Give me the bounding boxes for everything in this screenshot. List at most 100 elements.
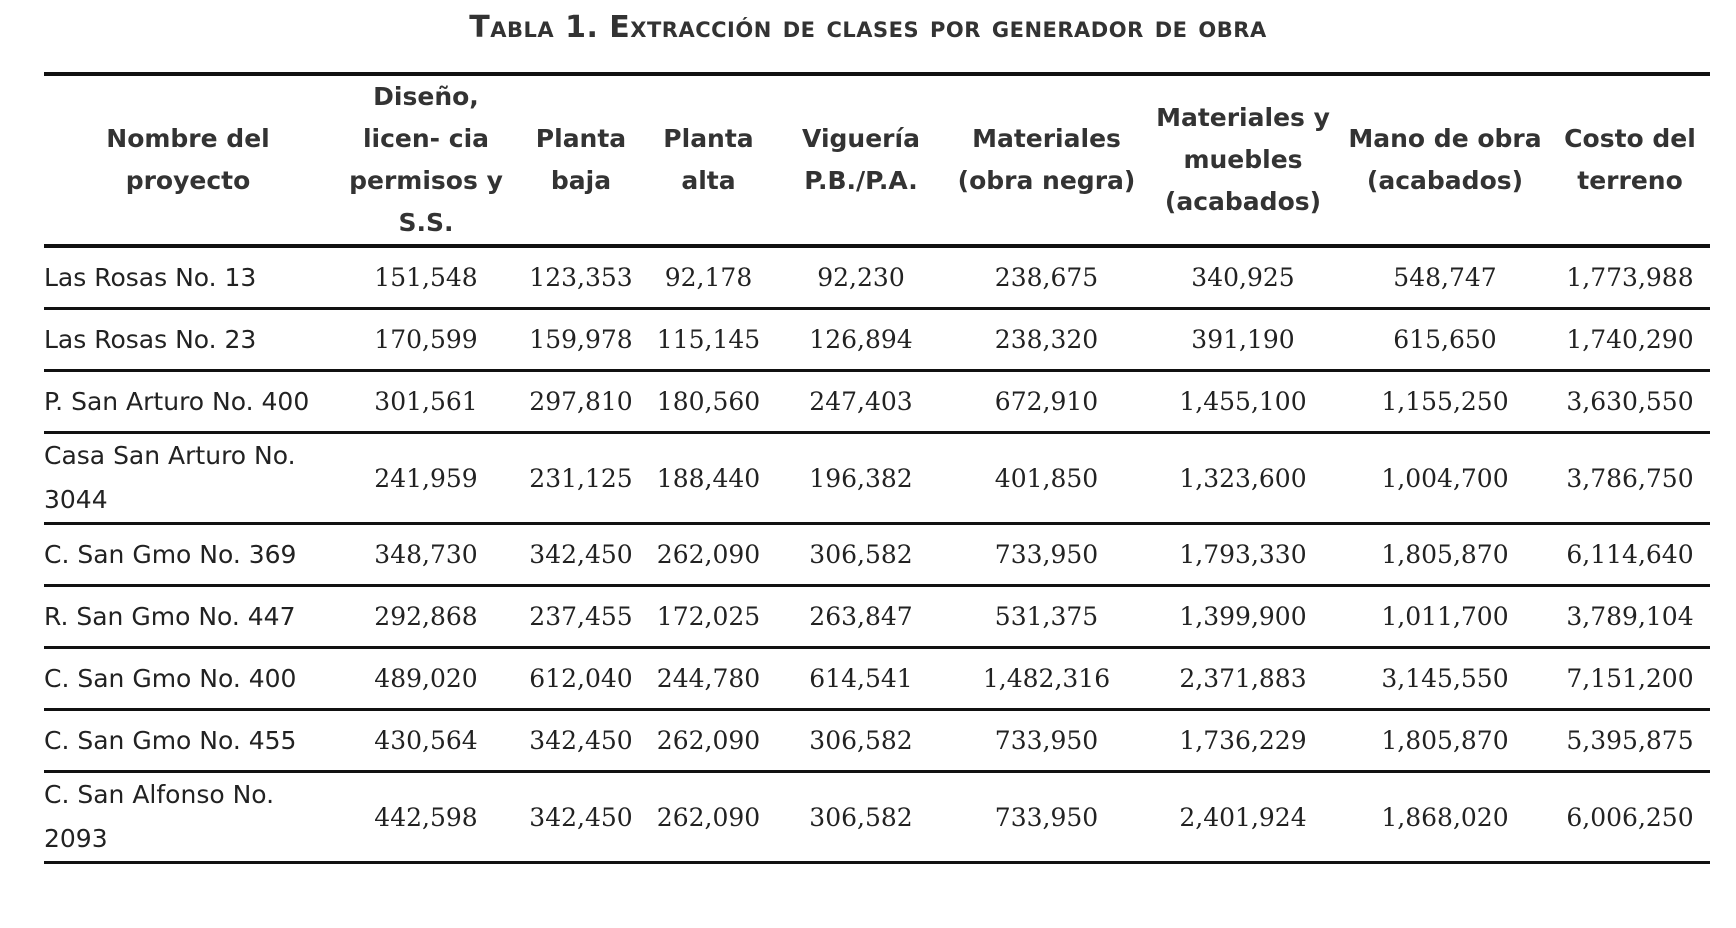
- cell-value: 5,395,875: [1550, 709, 1710, 773]
- cell-value: 3,145,550: [1340, 647, 1550, 711]
- cell-value: 231,125: [520, 432, 642, 525]
- column-header: Nombre del proyecto: [44, 72, 332, 248]
- cell-value: 297,810: [520, 370, 642, 434]
- cell-value: 1,011,700: [1340, 585, 1550, 649]
- cell-value: 733,950: [947, 771, 1146, 864]
- cell-value: 115,145: [642, 308, 775, 372]
- cell-value: 238,675: [947, 246, 1146, 310]
- cell-value: 1,155,250: [1340, 370, 1550, 434]
- project-name: Casa San Arturo No. 3044: [44, 432, 332, 525]
- cell-value: 612,040: [520, 647, 642, 711]
- cell-value: 6,006,250: [1550, 771, 1710, 864]
- cell-value: 180,560: [642, 370, 775, 434]
- cell-value: 126,894: [775, 308, 947, 372]
- cell-value: 92,178: [642, 246, 775, 310]
- cell-value: 151,548: [332, 246, 520, 310]
- cell-value: 340,925: [1146, 246, 1340, 310]
- table-row: Las Rosas No. 13 151,548 123,353 92,178 92,2…: [44, 246, 1710, 310]
- cell-value: 3,786,750: [1550, 432, 1710, 525]
- table-row: P. San Arturo No. 400 301,561 297,810 180,5…: [44, 370, 1710, 434]
- cell-value: 1,323,600: [1146, 432, 1340, 525]
- cell-value: 1,736,229: [1146, 709, 1340, 773]
- cell-value: 391,190: [1146, 308, 1340, 372]
- cell-value: 548,747: [1340, 246, 1550, 310]
- column-header: Mano de obra (acabados): [1340, 72, 1550, 248]
- cell-value: 123,353: [520, 246, 642, 310]
- column-header: Costo del terreno: [1550, 72, 1710, 248]
- cell-value: 241,959: [332, 432, 520, 525]
- cell-value: 2,371,883: [1146, 647, 1340, 711]
- cell-value: 301,561: [332, 370, 520, 434]
- cell-value: 262,090: [642, 523, 775, 587]
- data-table: Nombre del proyecto Diseño, licen- cia pe…: [44, 72, 1710, 864]
- cell-value: 263,847: [775, 585, 947, 649]
- cell-value: 3,789,104: [1550, 585, 1710, 649]
- cell-value: 196,382: [775, 432, 947, 525]
- cell-value: 733,950: [947, 709, 1146, 773]
- table-row: R. San Gmo No. 447 292,868 237,455 172,025 2…: [44, 585, 1710, 649]
- table-row: Las Rosas No. 23 170,599 159,978 115,145 126…: [44, 308, 1710, 372]
- cell-value: 442,598: [332, 771, 520, 864]
- cell-value: 2,401,924: [1146, 771, 1340, 864]
- cell-value: 238,320: [947, 308, 1146, 372]
- cell-value: 614,541: [775, 647, 947, 711]
- cell-value: 306,582: [775, 771, 947, 864]
- cell-value: 3,630,550: [1550, 370, 1710, 434]
- cell-value: 401,850: [947, 432, 1146, 525]
- cell-value: 247,403: [775, 370, 947, 434]
- cell-value: 672,910: [947, 370, 1146, 434]
- table-row: C. San Gmo No. 455 430,564 342,450 262,090 3…: [44, 709, 1710, 773]
- cell-value: 342,450: [520, 523, 642, 587]
- cell-value: 92,230: [775, 246, 947, 310]
- cell-value: 159,978: [520, 308, 642, 372]
- cell-value: 348,730: [332, 523, 520, 587]
- cell-value: 342,450: [520, 771, 642, 864]
- cell-value: 306,582: [775, 709, 947, 773]
- cell-value: 292,868: [332, 585, 520, 649]
- column-header: Diseño, licen- cia permisos y S.S.: [332, 72, 520, 248]
- cell-value: 1,455,100: [1146, 370, 1340, 434]
- cell-value: 6,114,640: [1550, 523, 1710, 587]
- cell-value: 615,650: [1340, 308, 1550, 372]
- cell-value: 733,950: [947, 523, 1146, 587]
- cell-value: 1,793,330: [1146, 523, 1340, 587]
- cell-value: 1,773,988: [1550, 246, 1710, 310]
- project-name: C. San Gmo No. 455: [44, 709, 332, 773]
- cell-value: 172,025: [642, 585, 775, 649]
- cell-value: 342,450: [520, 709, 642, 773]
- project-name: C. San Alfonso No. 2093: [44, 771, 332, 864]
- cell-value: 1,805,870: [1340, 709, 1550, 773]
- cell-value: 244,780: [642, 647, 775, 711]
- header-row: Nombre del proyecto Diseño, licen- cia pe…: [44, 72, 1710, 248]
- cell-value: 430,564: [332, 709, 520, 773]
- cell-value: 1,868,020: [1340, 771, 1550, 864]
- table-row: C. San Gmo No. 400 489,020 612,040 244,780 6…: [44, 647, 1710, 711]
- cell-value: 531,375: [947, 585, 1146, 649]
- table-title: Tabla 1. Extracción de clases por genera…: [469, 10, 1267, 45]
- column-header: Planta alta: [642, 72, 775, 248]
- project-name: P. San Arturo No. 400: [44, 370, 332, 434]
- cell-value: 1,399,900: [1146, 585, 1340, 649]
- cell-value: 7,151,200: [1550, 647, 1710, 711]
- table-row: Casa San Arturo No. 3044 241,959 231,125 18…: [44, 432, 1710, 525]
- project-name: Las Rosas No. 23: [44, 308, 332, 372]
- cell-value: 1,482,316: [947, 647, 1146, 711]
- cell-value: 237,455: [520, 585, 642, 649]
- cell-value: 262,090: [642, 771, 775, 864]
- cell-value: 306,582: [775, 523, 947, 587]
- cell-value: 188,440: [642, 432, 775, 525]
- column-header: Materiales (obra negra): [947, 72, 1146, 248]
- cell-value: 170,599: [332, 308, 520, 372]
- column-header: Planta baja: [520, 72, 642, 248]
- project-name: C. San Gmo No. 400: [44, 647, 332, 711]
- column-header: Viguería P.B./P.A.: [775, 72, 947, 248]
- table-row: C. San Alfonso No. 2093 442,598 342,450 262…: [44, 771, 1710, 864]
- table-body: Las Rosas No. 13 151,548 123,353 92,178 92,2…: [44, 246, 1710, 864]
- project-name: R. San Gmo No. 447: [44, 585, 332, 649]
- cell-value: 489,020: [332, 647, 520, 711]
- cell-value: 1,740,290: [1550, 308, 1710, 372]
- cell-value: 1,805,870: [1340, 523, 1550, 587]
- cell-value: 1,004,700: [1340, 432, 1550, 525]
- project-name: Las Rosas No. 13: [44, 246, 332, 310]
